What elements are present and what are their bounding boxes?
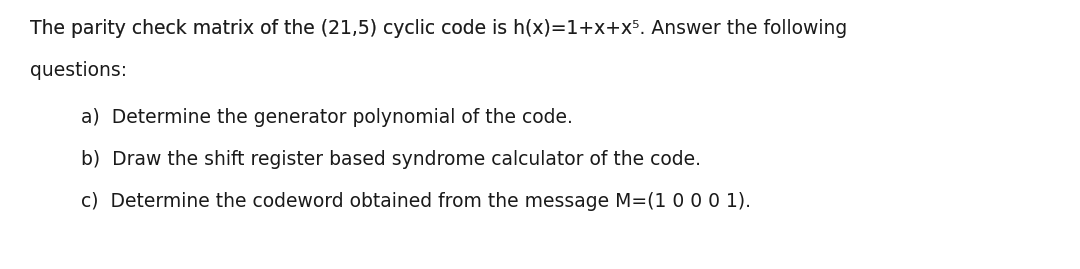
Text: questions:: questions: [30, 61, 127, 80]
Text: a)  Determine the generator polynomial of the code.: a) Determine the generator polynomial of… [81, 108, 572, 128]
Text: b)  Draw the shift register based syndrome calculator of the code.: b) Draw the shift register based syndrom… [81, 150, 701, 169]
Text: The parity check matrix of the (21,5) cyclic code is h(x)=1+x+x: The parity check matrix of the (21,5) cy… [30, 19, 633, 38]
Text: The parity check matrix of the (21,5) cyclic code is h(x)=1+x+x5: The parity check matrix of the (21,5) cy… [30, 19, 645, 38]
Text: c)  Determine the codeword obtained from the message M=(1 0 0 0 1).: c) Determine the codeword obtained from … [81, 192, 751, 211]
Text: The parity check matrix of the (21,5) cyclic code is h(x)=1+x+x⁵. Answer the fol: The parity check matrix of the (21,5) cy… [30, 19, 848, 38]
